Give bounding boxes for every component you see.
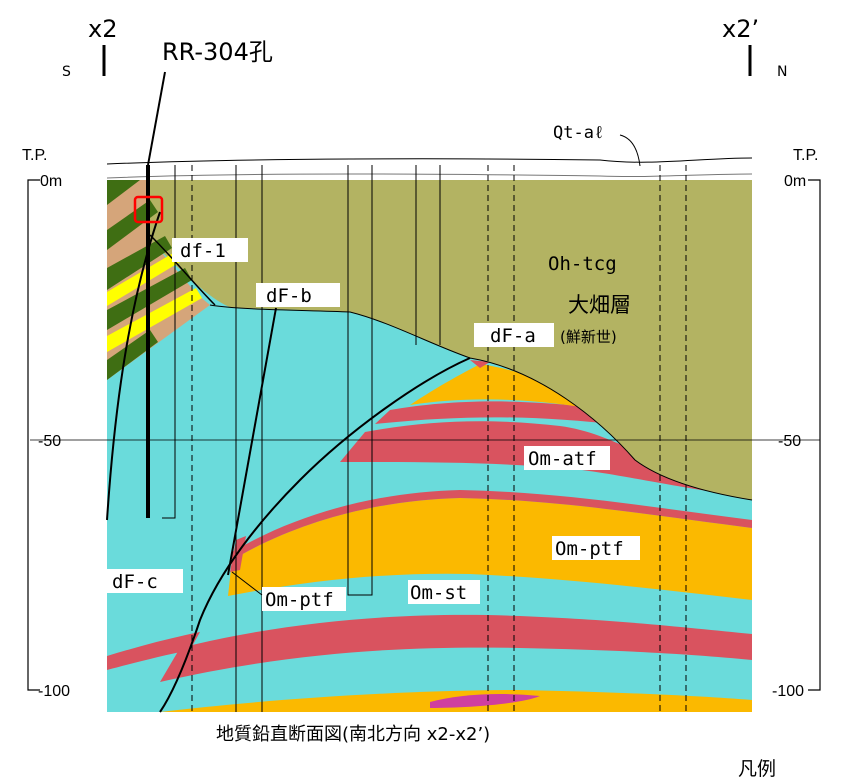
- tick-right-0: 0m: [784, 173, 806, 190]
- right-end-label: x2’: [722, 15, 759, 43]
- label-df1-bg: [172, 238, 248, 262]
- elevation-tick-labels: 0m -50 -100 0m -50 -100: [38, 173, 806, 700]
- right-axis-line: [808, 179, 821, 691]
- dfc-green-1: [107, 200, 158, 250]
- figure-caption: 地質鉛直断面図(南北方向 x2-x2’): [216, 724, 490, 745]
- label-epoch: (鮮新世): [560, 328, 617, 346]
- label-atf: Om-atf: [528, 448, 597, 470]
- om-atf-band-4: [107, 632, 200, 670]
- legend-heading: 凡例: [738, 758, 776, 779]
- label-qt-al: Qt-aℓ: [553, 123, 604, 143]
- rr-304-leader: [147, 71, 166, 166]
- label-formation: 大畑層: [568, 293, 631, 317]
- formation-labels: Qt-aℓ df-1 dF-b dF-a Oh-tcg 大畑層 (鮮新世) Om…: [107, 123, 640, 611]
- label-dfa-bg: [474, 323, 554, 347]
- oh-tcg-layer: [150, 180, 752, 500]
- header-labels: x2 x2’ S N RR-304孔 T.P. T.P.: [22, 15, 819, 164]
- tcg-base-line: [209, 304, 753, 501]
- om-atf-band-2: [375, 401, 620, 425]
- label-st-bg: [408, 580, 480, 604]
- ground-surface-line: [106, 157, 753, 165]
- label-ptf-left: Om-ptf: [265, 589, 334, 611]
- om-ptf-band-upper: [410, 364, 600, 410]
- dfc-yellow-1: [107, 252, 180, 306]
- dfc-green-4: [107, 330, 158, 380]
- om-atf-thin-1: [232, 490, 752, 560]
- label-dfc-bg: [107, 569, 183, 593]
- rr-304-borehole: [133, 71, 166, 518]
- tick-right-100: -100: [772, 683, 804, 700]
- qt-al-leader: [619, 134, 641, 167]
- ptf-left-leader: [231, 571, 263, 596]
- section-markers: [102, 45, 752, 76]
- dfc-green-5: [107, 180, 140, 205]
- tick-left-0: 0m: [40, 173, 62, 190]
- label-atf-bg: [524, 446, 610, 470]
- dfc-yellow-2: [107, 288, 202, 352]
- borehole-label: RR-304孔: [162, 38, 273, 66]
- label-ptf-left-bg: [262, 587, 346, 611]
- label-dfa: dF-a: [490, 325, 536, 347]
- contacts: [106, 157, 753, 713]
- label-dfc: dF-c: [112, 571, 158, 593]
- label-st: Om-st: [410, 582, 467, 604]
- dfc-green-2: [107, 236, 172, 290]
- qt-al-base-line: [106, 173, 753, 179]
- label-ptf-right-bg: [552, 536, 640, 560]
- tick-right-50: -50: [778, 433, 801, 450]
- tp-left-label: T.P.: [22, 147, 48, 164]
- om-ptf-band-lower: [228, 498, 752, 600]
- df-1-fault: [149, 234, 216, 306]
- right-direction-label: N: [777, 64, 787, 80]
- label-dfb: dF-b: [266, 285, 312, 307]
- left-direction-label: S: [62, 64, 71, 80]
- tp-right-label: T.P.: [793, 147, 819, 164]
- left-end-label: x2: [88, 15, 117, 43]
- label-tcg: Oh-tcg: [548, 253, 617, 275]
- df-a-fault: [159, 357, 471, 713]
- bh-5: [347, 165, 373, 596]
- om-atf-thin-2: [470, 360, 490, 368]
- tick-left-100: -100: [38, 683, 70, 700]
- label-df1: df-1: [180, 240, 226, 262]
- geology-layers: [107, 158, 752, 712]
- om-atf-band-3: [160, 614, 752, 682]
- magenta-lens: [430, 694, 540, 708]
- tick-left-50: -50: [38, 433, 61, 450]
- boreholes: [162, 165, 687, 712]
- label-dfb-bg: [256, 283, 340, 307]
- label-ptf-right: Om-ptf: [555, 538, 624, 560]
- elevation-axis-left: [27, 179, 40, 691]
- left-axis-line: [27, 179, 40, 691]
- rr-304-highlight-box: [133, 195, 164, 224]
- bh-1: [162, 165, 176, 519]
- elevation-axis-right: [808, 179, 821, 691]
